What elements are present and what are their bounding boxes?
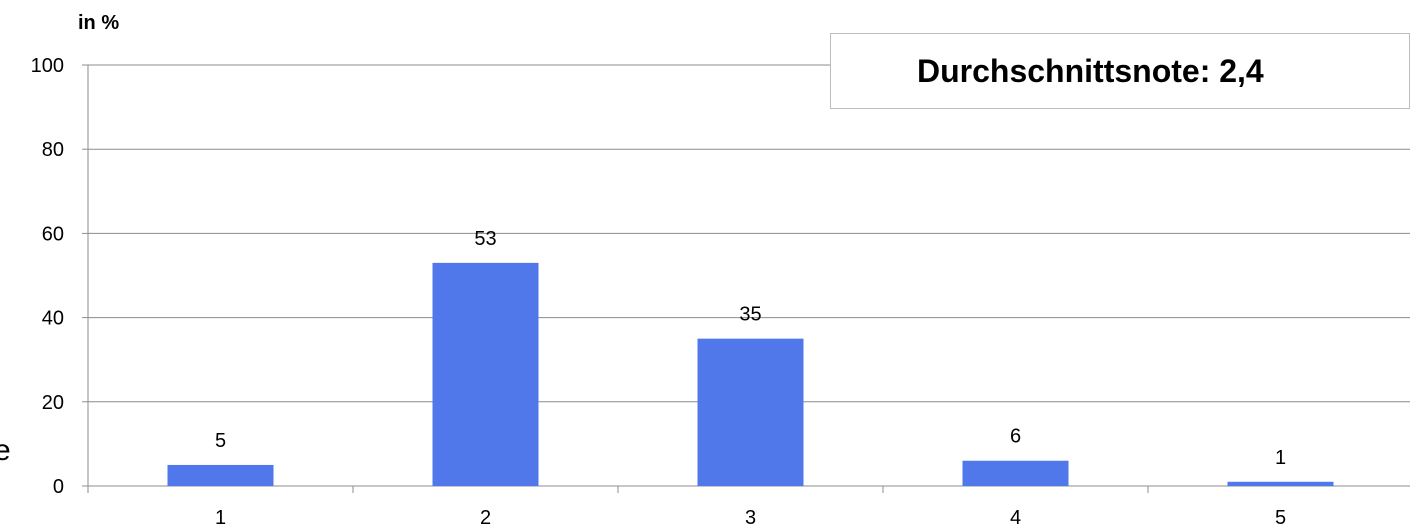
bar-5 (1227, 481, 1334, 486)
average-grade-box: Durchschnittsnote: 2,4 (830, 33, 1410, 109)
data-label-3: 35 (739, 304, 761, 326)
y-tick-label-80: 80 (42, 139, 64, 161)
x-tick-label-4: 4 (1010, 507, 1021, 529)
y-tick-label-100: 100 (31, 55, 64, 77)
data-label-5: 1 (1275, 447, 1286, 469)
y-tick-label-60: 60 (42, 223, 64, 245)
x-tick-label-2: 2 (480, 507, 491, 529)
x-tick-label-3: 3 (745, 507, 756, 529)
bar-4 (962, 460, 1069, 486)
bar-1 (167, 464, 274, 486)
data-label-4: 6 (1010, 426, 1021, 448)
data-label-1: 5 (215, 430, 226, 452)
data-label-2: 53 (474, 228, 496, 250)
y-tick-label-40: 40 (42, 308, 64, 330)
y-tick-label-0: 0 (53, 476, 64, 498)
y-axis-unit-label: in % (78, 12, 120, 34)
bar-3 (697, 338, 804, 486)
average-grade-text: Durchschnittsnote: 2,4 (917, 52, 1264, 89)
bar-2 (432, 262, 539, 486)
cropped-text-fragment: e (0, 434, 11, 467)
x-tick-label-5: 5 (1275, 507, 1286, 529)
y-tick-label-20: 20 (42, 392, 64, 414)
x-tick-label-1: 1 (215, 507, 226, 529)
